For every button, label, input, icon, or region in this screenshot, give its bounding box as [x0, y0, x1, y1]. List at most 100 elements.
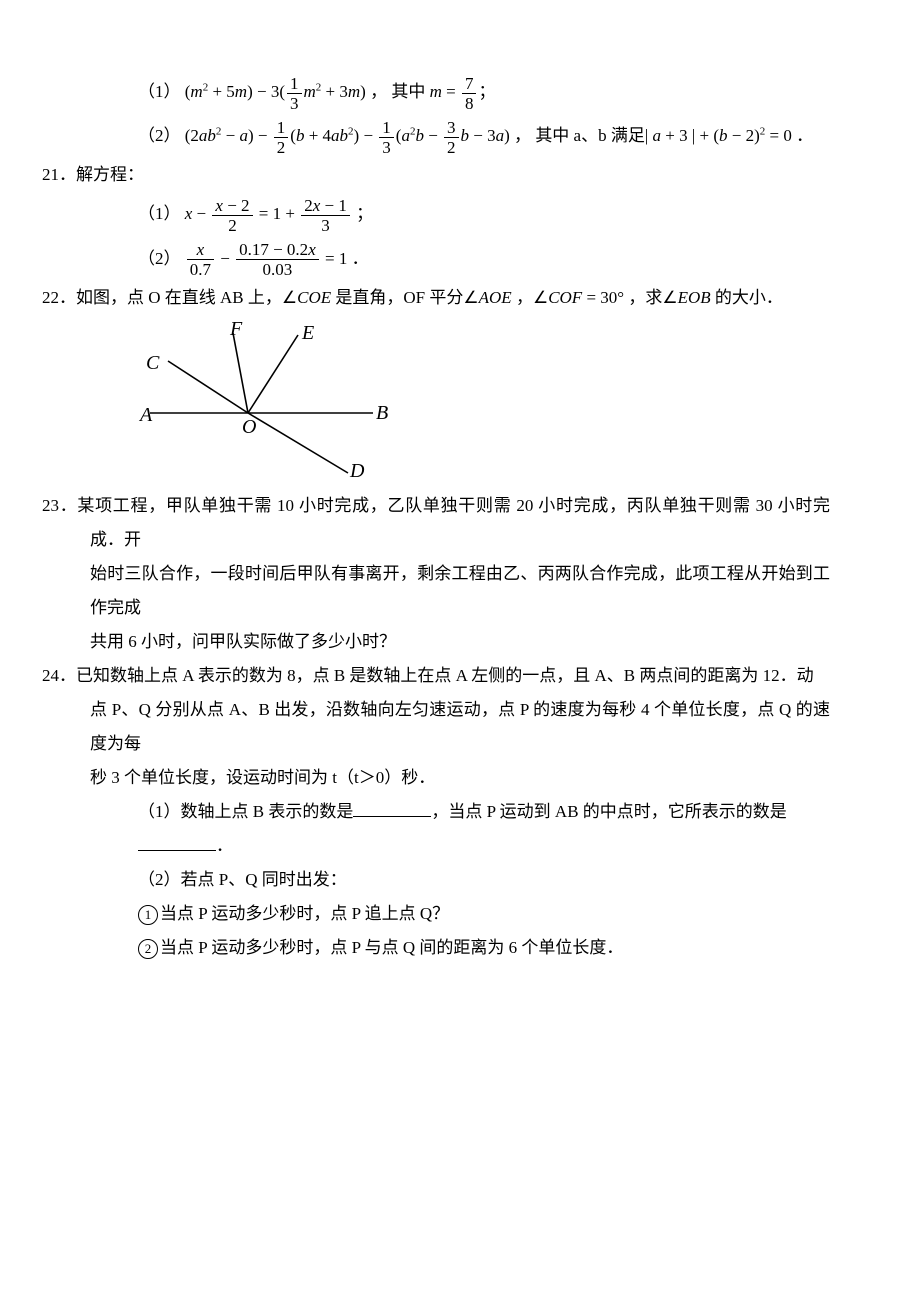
q20-p1-mvar: m: [425, 82, 442, 101]
q20-p2-f2-den: 2: [274, 138, 289, 156]
q24-line1: 24．已知数轴上点 A 表示的数为 8，点 B 是数轴上在点 A 左侧的一点，且…: [42, 659, 830, 693]
q20-p2-f3: 13: [379, 119, 394, 156]
q20-p1-eq: =: [442, 82, 460, 101]
q20-p1-plus5: + 5: [208, 82, 235, 101]
q24-p1-b: ，当点 P 运动到 AB 的中点时，它所表示的数是: [431, 802, 786, 821]
q21-p2: （2） x0.7 − 0.17 − 0.2x0.03 = 1 ．: [90, 237, 830, 281]
q24-p2-text: 若点 P、Q 同时出发：: [181, 870, 347, 889]
q22-aoe: AOE: [479, 288, 512, 307]
q22-coe: COE: [297, 288, 331, 307]
q24-t1: 已知数轴上点 A 表示的数为 8，点 B 是数轴上在点 A 左侧的一点，且 A、…: [76, 666, 814, 685]
q20-p2-f2-num: 1: [274, 119, 289, 138]
q20-p1-f1-num: 1: [287, 75, 302, 94]
q21-p2-label: （2）: [138, 249, 181, 268]
label-B: B: [376, 402, 388, 424]
q20-p2-plus3: + 3 | + (: [661, 126, 719, 145]
q20-p2-a4: a: [653, 126, 662, 145]
q20-p2-t2b: ) −: [354, 126, 378, 145]
q21-p2-f2: 0.17 − 0.2x0.03: [236, 241, 319, 278]
q20-p2-t3b: ) ，: [504, 126, 531, 145]
q20-p2-eq0: = 0 ．: [765, 126, 813, 145]
q23-line3: 共用 6 小时，问甲队实际做了多少小时？: [90, 625, 830, 659]
q21-p1-f2-den: 3: [301, 216, 350, 234]
q21-p2-eq: = 1 ．: [321, 249, 369, 268]
q22-ang2: ∠: [463, 288, 478, 307]
q24-line3: 秒 3 个单位长度，设运动时间为 t（t＞0）秒．: [90, 761, 830, 795]
q20-p1-mb: m: [348, 82, 360, 101]
q22-cof: COF: [548, 288, 582, 307]
q20-p2-b2: b: [415, 126, 424, 145]
q21-p1-f1-numR: − 2: [223, 196, 250, 215]
q20-p1-frac1: 13: [287, 75, 302, 112]
q22-b2: 是直角，OF 平分: [331, 288, 463, 307]
q20-p1-m2b: m: [304, 82, 316, 101]
q20-p1-semi: ；: [478, 82, 495, 101]
q20-p2-where: 其中 a、b 满足: [535, 126, 645, 145]
q21-p2-f2-numA: 0.17 − 0.2: [239, 240, 308, 259]
q21-num: 21．: [42, 165, 76, 184]
label-C: C: [146, 352, 160, 374]
q24-p2: （2）若点 P、Q 同时出发：: [90, 863, 830, 897]
label-E: E: [301, 322, 314, 344]
q20-p2-b3: b: [461, 126, 470, 145]
q22-eq30: = 30°: [582, 288, 624, 307]
q21-p1-f2-numL: 2: [304, 196, 313, 215]
q22-ang1: ∠: [282, 288, 297, 307]
q21-p1-f2-num: 2x − 1: [301, 197, 350, 216]
q23-line2: 始时三队合作，一段时间后甲队有事离开，剩余工程由乙、丙两队合作完成，此项工程从开…: [90, 557, 830, 625]
q20-p2-ab2: ab: [331, 126, 348, 145]
q24-c2: 2当点 P 运动多少秒时，点 P 与点 Q 间的距离为 6 个单位长度．: [90, 931, 830, 965]
q20-p2-minus: −: [424, 126, 442, 145]
q20-p1-val-den: 8: [462, 94, 477, 112]
q22-figure: C F E A O B D: [90, 321, 830, 481]
q24-p1-label: （1）: [138, 802, 181, 821]
label-O: O: [242, 416, 256, 438]
q20-p2-minusa: −: [221, 126, 239, 145]
q24-c1-text: 当点 P 运动多少秒时，点 P 追上点 Q？: [160, 904, 449, 923]
q22-body: 22．如图，点 O 在直线 AB 上，∠COE 是直角，OF 平分∠AOE ，∠…: [42, 281, 830, 315]
q20-p2-a3: a: [496, 126, 505, 145]
q24-num: 24．: [42, 666, 76, 685]
label-F: F: [229, 321, 243, 340]
q21-p1: （1） x − x − 22 = 1 + 2x − 13 ；: [90, 192, 830, 236]
q20-p1-m2: m: [190, 82, 202, 101]
q21-p1-f2: 2x − 13: [301, 197, 350, 234]
q21-p2-f1-num: x: [187, 241, 214, 260]
q24-blank1[interactable]: [353, 799, 431, 817]
q20-p2-f4: 32: [444, 119, 459, 156]
q20-p2-f4-num: 3: [444, 119, 459, 138]
q24-c2-text: 当点 P 运动多少秒时，点 P 与点 Q 间的距离为 6 个单位长度．: [160, 938, 623, 957]
circled-2-icon: 2: [138, 939, 158, 959]
q20-p2-a2: a: [401, 126, 410, 145]
label-A: A: [138, 404, 153, 426]
q22-b1: 如图，点 O 在直线 AB 上，: [76, 288, 282, 307]
q20-p2-f4-den: 2: [444, 138, 459, 156]
q20-p2-ab: ab: [199, 126, 216, 145]
q21-p2-f1: x0.7: [187, 241, 214, 278]
q20-p1-val: 78: [462, 75, 477, 112]
q20-p1-close2: ) ，: [360, 82, 387, 101]
q22-b4: 的大小．: [711, 288, 783, 307]
q20-p2-t1a: (2: [185, 126, 199, 145]
q20-p2-plus4: + 4: [304, 126, 331, 145]
q21-p1-end: ；: [352, 204, 373, 223]
q21-p2-f2-numB: x: [308, 240, 316, 259]
q20-p1-f1-den: 3: [287, 94, 302, 112]
q24-blank2[interactable]: [138, 833, 216, 851]
q21-p2-f2-num: 0.17 − 0.2x: [236, 241, 319, 260]
q22-comma: ，: [512, 288, 533, 307]
q23-num: 23．: [42, 496, 77, 515]
q21-p1-label: （1）: [138, 204, 181, 223]
q21-title: 解方程：: [76, 165, 144, 184]
q24-c1: 1当点 P 运动多少秒时，点 P 追上点 Q？: [90, 897, 830, 931]
q21-p1-minus: −: [192, 204, 210, 223]
q20-p2-f2: 12: [274, 119, 289, 156]
q21-p1-f1: x − 22: [212, 197, 252, 234]
q22-num: 22．: [42, 288, 76, 307]
q24-p2-label: （2）: [138, 870, 181, 889]
q20-p2-t1b: ) −: [248, 126, 272, 145]
q24-p1-a: 数轴上点 B 表示的数是: [181, 802, 354, 821]
q20-p2-minus3a: − 3: [469, 126, 496, 145]
q22-ang4: ∠: [662, 288, 677, 307]
q21-p1-f1-num: x − 2: [212, 197, 252, 216]
